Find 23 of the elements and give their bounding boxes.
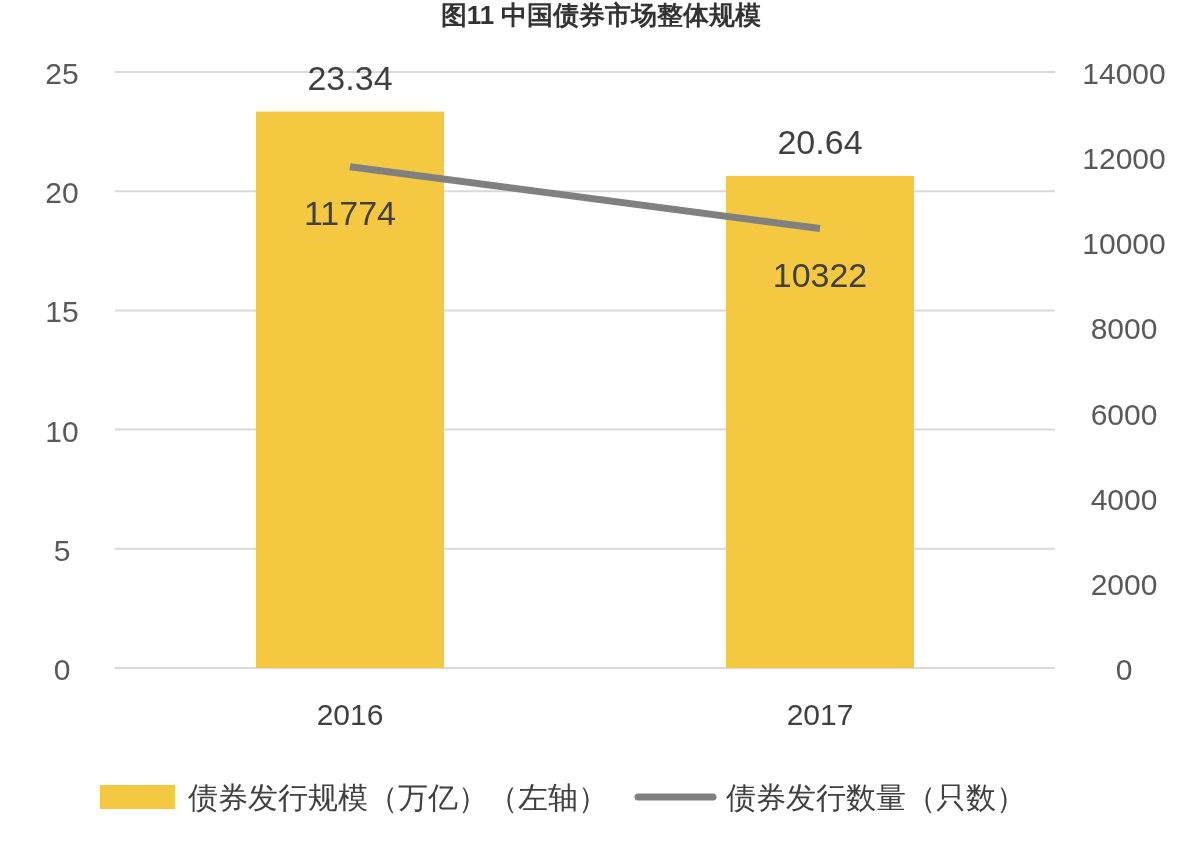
y2-tick-label: 8000 bbox=[1090, 312, 1158, 346]
legend-label: 债券发行规模（万亿）（左轴） bbox=[188, 781, 608, 814]
y2-tick-label: 14000 bbox=[1082, 57, 1166, 90]
x-tick-label: 2017 bbox=[786, 698, 854, 731]
data-label: 10322 bbox=[772, 255, 868, 294]
y-tick-label: 10 bbox=[45, 414, 79, 448]
data-label: 20.64 bbox=[777, 122, 863, 161]
y-tick-label: 0 bbox=[53, 653, 71, 686]
y-tick-label: 5 bbox=[53, 533, 71, 567]
y2-tick-label: 12000 bbox=[1082, 142, 1166, 176]
legend-label: 债券发行数量（只数） bbox=[726, 781, 1026, 814]
y-tick-label: 25 bbox=[45, 57, 79, 90]
y-tick-label: 15 bbox=[45, 295, 79, 329]
data-label: 11774 bbox=[303, 193, 397, 232]
y-tick-label: 20 bbox=[45, 176, 79, 210]
y2-tick-label: 2000 bbox=[1090, 567, 1158, 601]
y2-tick-label: 6000 bbox=[1090, 397, 1158, 431]
chart-title: 图11 中国债券市场整体规模 bbox=[440, 0, 762, 30]
y2-tick-label: 0 bbox=[1115, 653, 1133, 686]
y2-tick-label: 4000 bbox=[1090, 482, 1158, 516]
x-tick-label: 2016 bbox=[316, 698, 384, 731]
y2-tick-label: 10000 bbox=[1082, 227, 1166, 261]
data-label: 23.34 bbox=[307, 58, 393, 97]
